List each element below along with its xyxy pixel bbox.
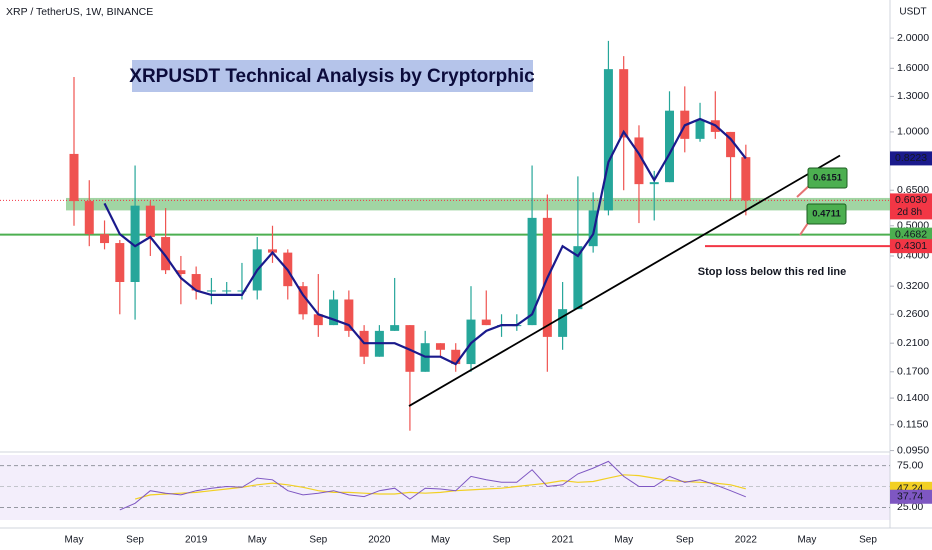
candle-body [390,325,400,331]
x-tick-label: May [431,535,450,546]
callout-label: 0.4711 [812,209,841,220]
rsi-line [119,460,746,511]
chart-title: XRPUSDT Technical Analysis by Cryptorphi… [129,66,535,87]
y-tick-label: 0.1400 [897,392,929,404]
y-tick-label: 0.2600 [897,308,929,320]
y-tick-label: 0.3200 [897,280,929,292]
rsi-pane [0,455,890,520]
x-tick-label: May [248,535,267,546]
x-tick-label: May [797,535,816,546]
callout-label: 0.6151 [813,173,843,184]
y-tick-label: 0.6500 [897,184,929,196]
candle-body [527,217,537,326]
candle-body [130,205,140,283]
y-tick-label: 0.2100 [897,337,929,349]
candle-body [435,343,445,350]
rsi-ma-line [134,474,746,500]
candle-body [405,325,415,372]
candle-body [649,182,659,185]
symbol-header: XRP / TetherUS, 1W, BINANCE [6,6,153,18]
x-tick-label: Sep [309,535,327,546]
candle-body [191,274,201,291]
candle-body [588,210,598,247]
candle-body [161,237,171,271]
candle-body [741,157,751,201]
title-box [132,60,533,92]
candle-body [695,120,705,139]
moving-average [103,117,747,366]
stop-loss-note: Stop loss below this red line [698,266,847,278]
last-price-tag [890,193,932,220]
candle-body [100,234,110,244]
level-label: 0.4682 [895,228,927,240]
y-tick-label: 0.1150 [897,418,928,430]
rsi-label: 37.74 [897,491,923,503]
x-tick-label: 2022 [735,535,758,546]
rsi-tick-label: 75.00 [897,459,923,471]
trendline [408,154,841,407]
candle-body [237,290,247,292]
y-tick-label: 0.1700 [897,366,929,378]
candle-body [634,137,644,185]
x-tick-label: 2019 [185,535,208,546]
x-tick-label: 2021 [551,535,574,546]
ma-tag [890,151,932,166]
y-tick-label: 1.6000 [897,62,929,74]
x-tick-label: Sep [676,535,694,546]
callout-box [807,167,848,189]
x-tick-label: 2020 [368,535,391,546]
candle-body [665,110,674,183]
candle-body [603,69,613,211]
candle-body [481,319,491,326]
level-tag [890,239,932,254]
candle-body [726,131,736,158]
y-tick-label: 0.0950 [897,444,929,456]
candle-body [558,309,568,337]
candle-body [329,299,339,326]
support-zone [66,197,890,211]
y-tick-label: 1.0000 [897,126,929,138]
candle-body [298,286,308,315]
rsi-tick-label: 25.00 [897,501,923,513]
y-tick-label: 1.3000 [897,90,929,102]
ma-label: 0.8223 [895,152,927,164]
candle-body [222,290,232,292]
x-tick-label: May [65,535,84,546]
candle-body [206,290,216,292]
y-tick-label: 2.0000 [897,32,929,44]
candle-body [573,246,583,310]
candle-body [176,270,186,275]
rsi-tag [890,489,932,504]
candle-body [69,153,79,202]
currency: USDT [899,7,926,18]
level-label: 0.4301 [895,240,927,252]
x-tick-label: May [614,535,633,546]
countdown-label: 2d 8h [897,207,922,218]
candle-body [313,314,323,326]
candle-body [451,349,461,365]
candle-body [115,243,125,283]
level-tag [890,227,932,242]
x-tick-label: Sep [859,535,877,546]
last-price-label: 0.6030 [895,194,927,206]
x-tick-label: Sep [126,535,144,546]
candle-body [145,205,155,238]
candle-body [344,299,354,331]
candle-body [619,69,629,138]
x-tick-label: Sep [493,535,511,546]
candle-body [84,201,94,235]
callout-box [806,203,847,225]
